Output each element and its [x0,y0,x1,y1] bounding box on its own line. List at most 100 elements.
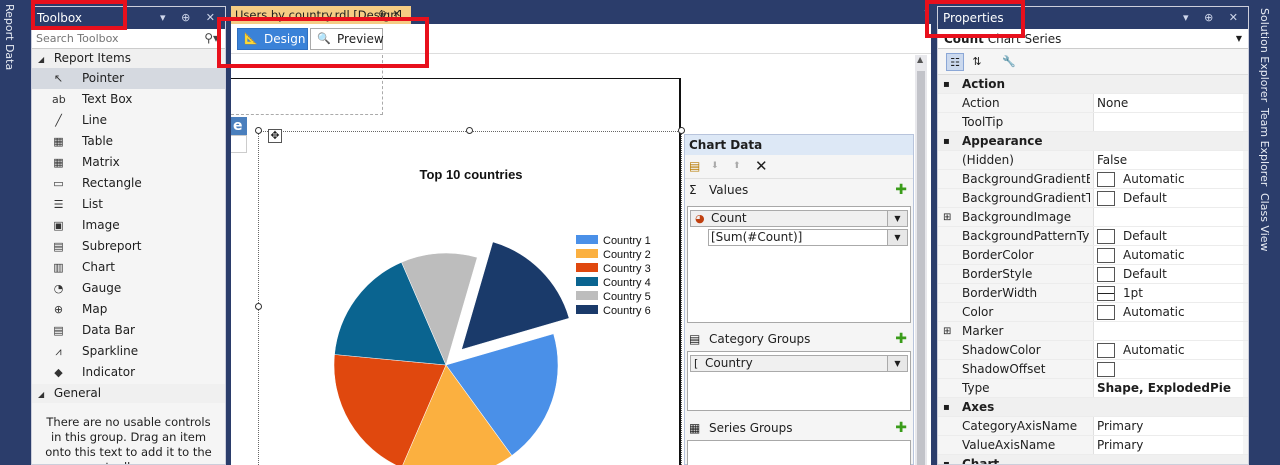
add-series-icon[interactable]: ✚ [895,420,907,436]
property-row[interactable]: Color Automatic [938,303,1248,322]
properties-window-buttons[interactable]: ▾ ⊕ ✕ [1183,11,1244,24]
property-value[interactable]: Default [1093,227,1243,245]
tab-list-dropdown-icon[interactable]: ▾ [924,8,929,18]
toolbox-item-subreport[interactable]: ▤ Subreport [32,236,225,257]
property-row[interactable]: Action None [938,94,1248,113]
property-row[interactable]: BorderStyle Default [938,265,1248,284]
resize-handle[interactable] [678,127,685,134]
toolbox-item-text-box[interactable]: ab Text Box [32,89,225,110]
pie-slice-country-2[interactable] [377,354,513,465]
toolbox-item-map[interactable]: ⊕ Map [32,299,225,320]
toolbox-window-buttons[interactable]: ▾ ⊕ ✕ [160,11,221,24]
expand-icon[interactable]: ⊞ [943,326,952,337]
expand-icon[interactable]: ⊞ [943,212,952,223]
pie-slice-country-5[interactable] [401,241,503,369]
delete-icon[interactable]: ✕ [755,157,768,175]
alphabetical-icon[interactable]: ⇅ [972,55,982,68]
scroll-thumb[interactable] [917,71,925,465]
general-group-header[interactable]: ◢ General [32,384,225,403]
report-data-tab[interactable]: Report Data [3,4,16,71]
collapse-icon[interactable]: ▪ [943,402,950,413]
toolbox-item-image[interactable]: ▣ Image [32,215,225,236]
property-value[interactable]: Automatic [1093,303,1243,321]
table-cell[interactable] [231,135,247,153]
value-expression-dropdown[interactable]: [Sum(#Count)] ▼ [708,229,908,246]
property-value[interactable]: Default [1093,189,1243,207]
toolbox-item-chart[interactable]: ▥ Chart [32,257,225,278]
toolbox-item-table[interactable]: ▦ Table [32,131,225,152]
categorized-icon[interactable]: ☷ [946,53,964,71]
property-category[interactable]: ▪ Chart [938,455,1248,465]
toolbox-item-pointer[interactable]: ↖ Pointer [32,68,225,89]
chevron-down-icon[interactable]: ▼ [1235,34,1242,43]
table-header-cell[interactable]: e [231,117,247,135]
property-value[interactable]: Automatic [1093,170,1243,188]
property-row[interactable]: ⊞ Marker [938,322,1248,341]
pie-slice-country-3[interactable] [327,325,470,465]
property-value[interactable] [1093,208,1243,226]
chart-legend[interactable]: Country 1 Country 2 Country 3 Country 4 Coun… [576,235,651,317]
team-explorer-tab[interactable]: Team Explorer [1258,108,1271,187]
property-row[interactable]: CategoryAxisName Primary [938,417,1248,436]
property-value[interactable]: None [1093,94,1243,112]
object-selector[interactable]: Count Chart Series ▼ [938,29,1248,49]
toolbox-item-gauge[interactable]: ◔ Gauge [32,278,225,299]
pie-slice-country-1[interactable] [445,333,583,465]
property-row[interactable]: ⊞ BackgroundImage [938,208,1248,227]
property-row[interactable]: ShadowOffset [938,360,1248,379]
toolbox-item-line[interactable]: ╱ Line [32,110,225,131]
property-category[interactable]: ▪ Axes [938,398,1248,417]
property-value[interactable]: Primary [1093,436,1243,454]
property-row[interactable]: BackgroundGradientTyp Default [938,189,1248,208]
toolbox-item-matrix[interactable]: ▦ Matrix [32,152,225,173]
toolbox-search-input[interactable] [32,29,202,47]
property-value[interactable]: Automatic [1093,341,1243,359]
property-value[interactable]: False [1093,151,1243,169]
property-row[interactable]: (Hidden) False [938,151,1248,170]
pie-slice-country-4[interactable] [315,258,447,394]
property-value[interactable]: 1pt [1093,284,1243,302]
add-category-icon[interactable]: ✚ [895,331,907,347]
property-value[interactable] [1093,113,1243,131]
category-field-dropdown[interactable]: [ Country ▼ [690,355,908,372]
collapse-icon[interactable]: ▪ [943,79,950,90]
resize-handle[interactable] [255,127,262,134]
chevron-down-icon[interactable]: ▼ [887,356,907,371]
close-icon[interactable]: ✕ [392,9,407,20]
pie-slice-country-6[interactable] [435,227,570,350]
chevron-down-icon[interactable]: ▼ [887,230,907,245]
tab-design[interactable]: 📐 Design [237,28,308,50]
property-category[interactable]: ▪ Appearance [938,132,1248,151]
document-tab-buttons[interactable]: ⊕✕ [378,6,407,24]
property-row[interactable]: BorderWidth 1pt [938,284,1248,303]
toolbox-item-list[interactable]: ☰ List [32,194,225,215]
toolbox-item-indicator[interactable]: ◆ Indicator [32,362,225,383]
toolbox-item-rectangle[interactable]: ▭ Rectangle [32,173,225,194]
collapse-icon[interactable]: ▪ [943,136,950,147]
property-row[interactable]: BackgroundGradientEnd Automatic [938,170,1248,189]
property-value[interactable]: Default [1093,265,1243,283]
property-value[interactable] [1093,322,1243,340]
designer-vertical-scrollbar[interactable]: ▲ [915,55,927,465]
property-row[interactable]: ToolTip [938,113,1248,132]
resize-handle[interactable] [466,127,473,134]
property-value[interactable]: Automatic [1093,246,1243,264]
collapse-icon[interactable]: ▪ [943,459,950,465]
value-field-dropdown[interactable]: ◕ Count ▼ [690,210,908,227]
toolbox-item-data-bar[interactable]: ▤ Data Bar [32,320,225,341]
property-row[interactable]: BackgroundPatternType Default [938,227,1248,246]
solution-explorer-tab[interactable]: Solution Explorer [1258,8,1271,103]
class-view-tab[interactable]: Class View [1258,193,1271,252]
pie-slices[interactable] [307,221,603,465]
resize-handle[interactable] [255,303,262,310]
property-value[interactable]: Shape, ExplodedPie [1093,379,1243,397]
property-value[interactable]: Primary [1093,417,1243,435]
property-row[interactable]: ShadowColor Automatic [938,341,1248,360]
move-down-icon[interactable]: ⬇ [711,161,719,171]
property-category[interactable]: ▪ Action [938,75,1248,94]
toolbox-item-sparkline[interactable]: ⩘ Sparkline [32,341,225,362]
report-items-group-header[interactable]: ◢ Report Items [32,49,225,68]
property-row[interactable]: ValueAxisName Primary [938,436,1248,455]
wrench-icon[interactable]: 🔧 [1002,55,1016,68]
pin-icon[interactable]: ⊕ [378,9,393,20]
